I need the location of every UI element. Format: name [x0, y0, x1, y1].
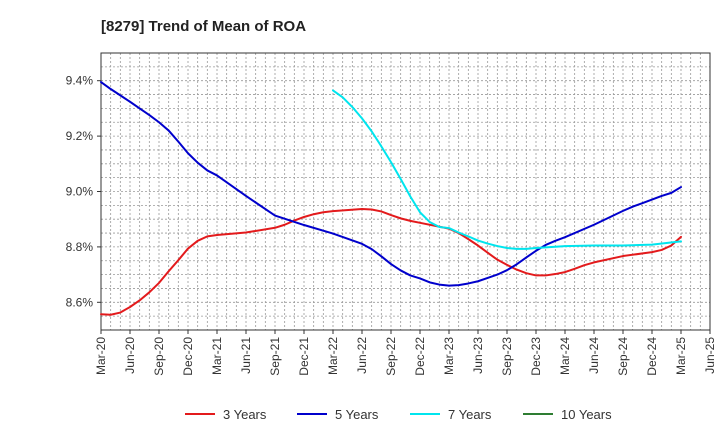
x-tick-label: Jun-21	[239, 337, 253, 374]
series-line-3-years	[100, 207, 682, 316]
chart-title: [8279] Trend of Mean of ROA	[101, 18, 306, 35]
x-tick-label: Jun-23	[471, 337, 485, 374]
x-tick-label: Dec-24	[645, 337, 659, 376]
x-tick-label: Jun-20	[123, 337, 137, 374]
x-tick-label: Sep-21	[268, 337, 282, 376]
x-tick-label: Mar-24	[558, 337, 572, 375]
x-tick-label: Mar-22	[326, 337, 340, 375]
y-tick-label: 9.2%	[66, 129, 94, 143]
series-line-7-years	[332, 89, 682, 250]
x-tick-label: Sep-22	[384, 337, 398, 376]
legend-label: 3 Years	[223, 407, 267, 422]
x-axis-ticks: Mar-20 Jun-20 Sep-20 Dec-20 Mar-21 Jun-21 Sep-…	[94, 330, 717, 376]
x-tick-label: Dec-21	[297, 337, 311, 376]
y-tick-label: 8.6%	[66, 295, 94, 309]
x-tick-label: Sep-24	[616, 337, 630, 376]
x-tick-label: Mar-21	[210, 337, 224, 375]
legend: 3 Years 5 Years 7 Years 10 Years	[185, 407, 612, 422]
y-tick-label: 9.0%	[66, 185, 94, 199]
x-tick-label: Sep-20	[152, 337, 166, 376]
x-tick-label: Dec-22	[413, 337, 427, 376]
y-axis-ticks: 8.6% 8.8% 9.0% 9.2% 9.4%	[66, 74, 101, 309]
legend-label: 7 Years	[448, 407, 492, 422]
legend-label: 5 Years	[335, 407, 379, 422]
x-tick-label: Jun-24	[587, 337, 601, 374]
y-tick-label: 9.4%	[66, 74, 94, 88]
x-tick-label: Sep-23	[500, 337, 514, 376]
x-tick-label: Mar-25	[674, 337, 688, 375]
x-tick-label: Dec-20	[181, 337, 195, 376]
x-tick-label: Mar-20	[94, 337, 108, 375]
x-tick-label: Jun-25	[703, 337, 717, 374]
series-line-5-years	[100, 81, 682, 287]
series-lines	[100, 81, 682, 316]
y-tick-label: 8.8%	[66, 240, 94, 254]
grid	[101, 53, 710, 330]
x-tick-label: Dec-23	[529, 337, 543, 376]
x-tick-label: Jun-22	[355, 337, 369, 374]
x-tick-label: Mar-23	[442, 337, 456, 375]
legend-label: 10 Years	[561, 407, 612, 422]
